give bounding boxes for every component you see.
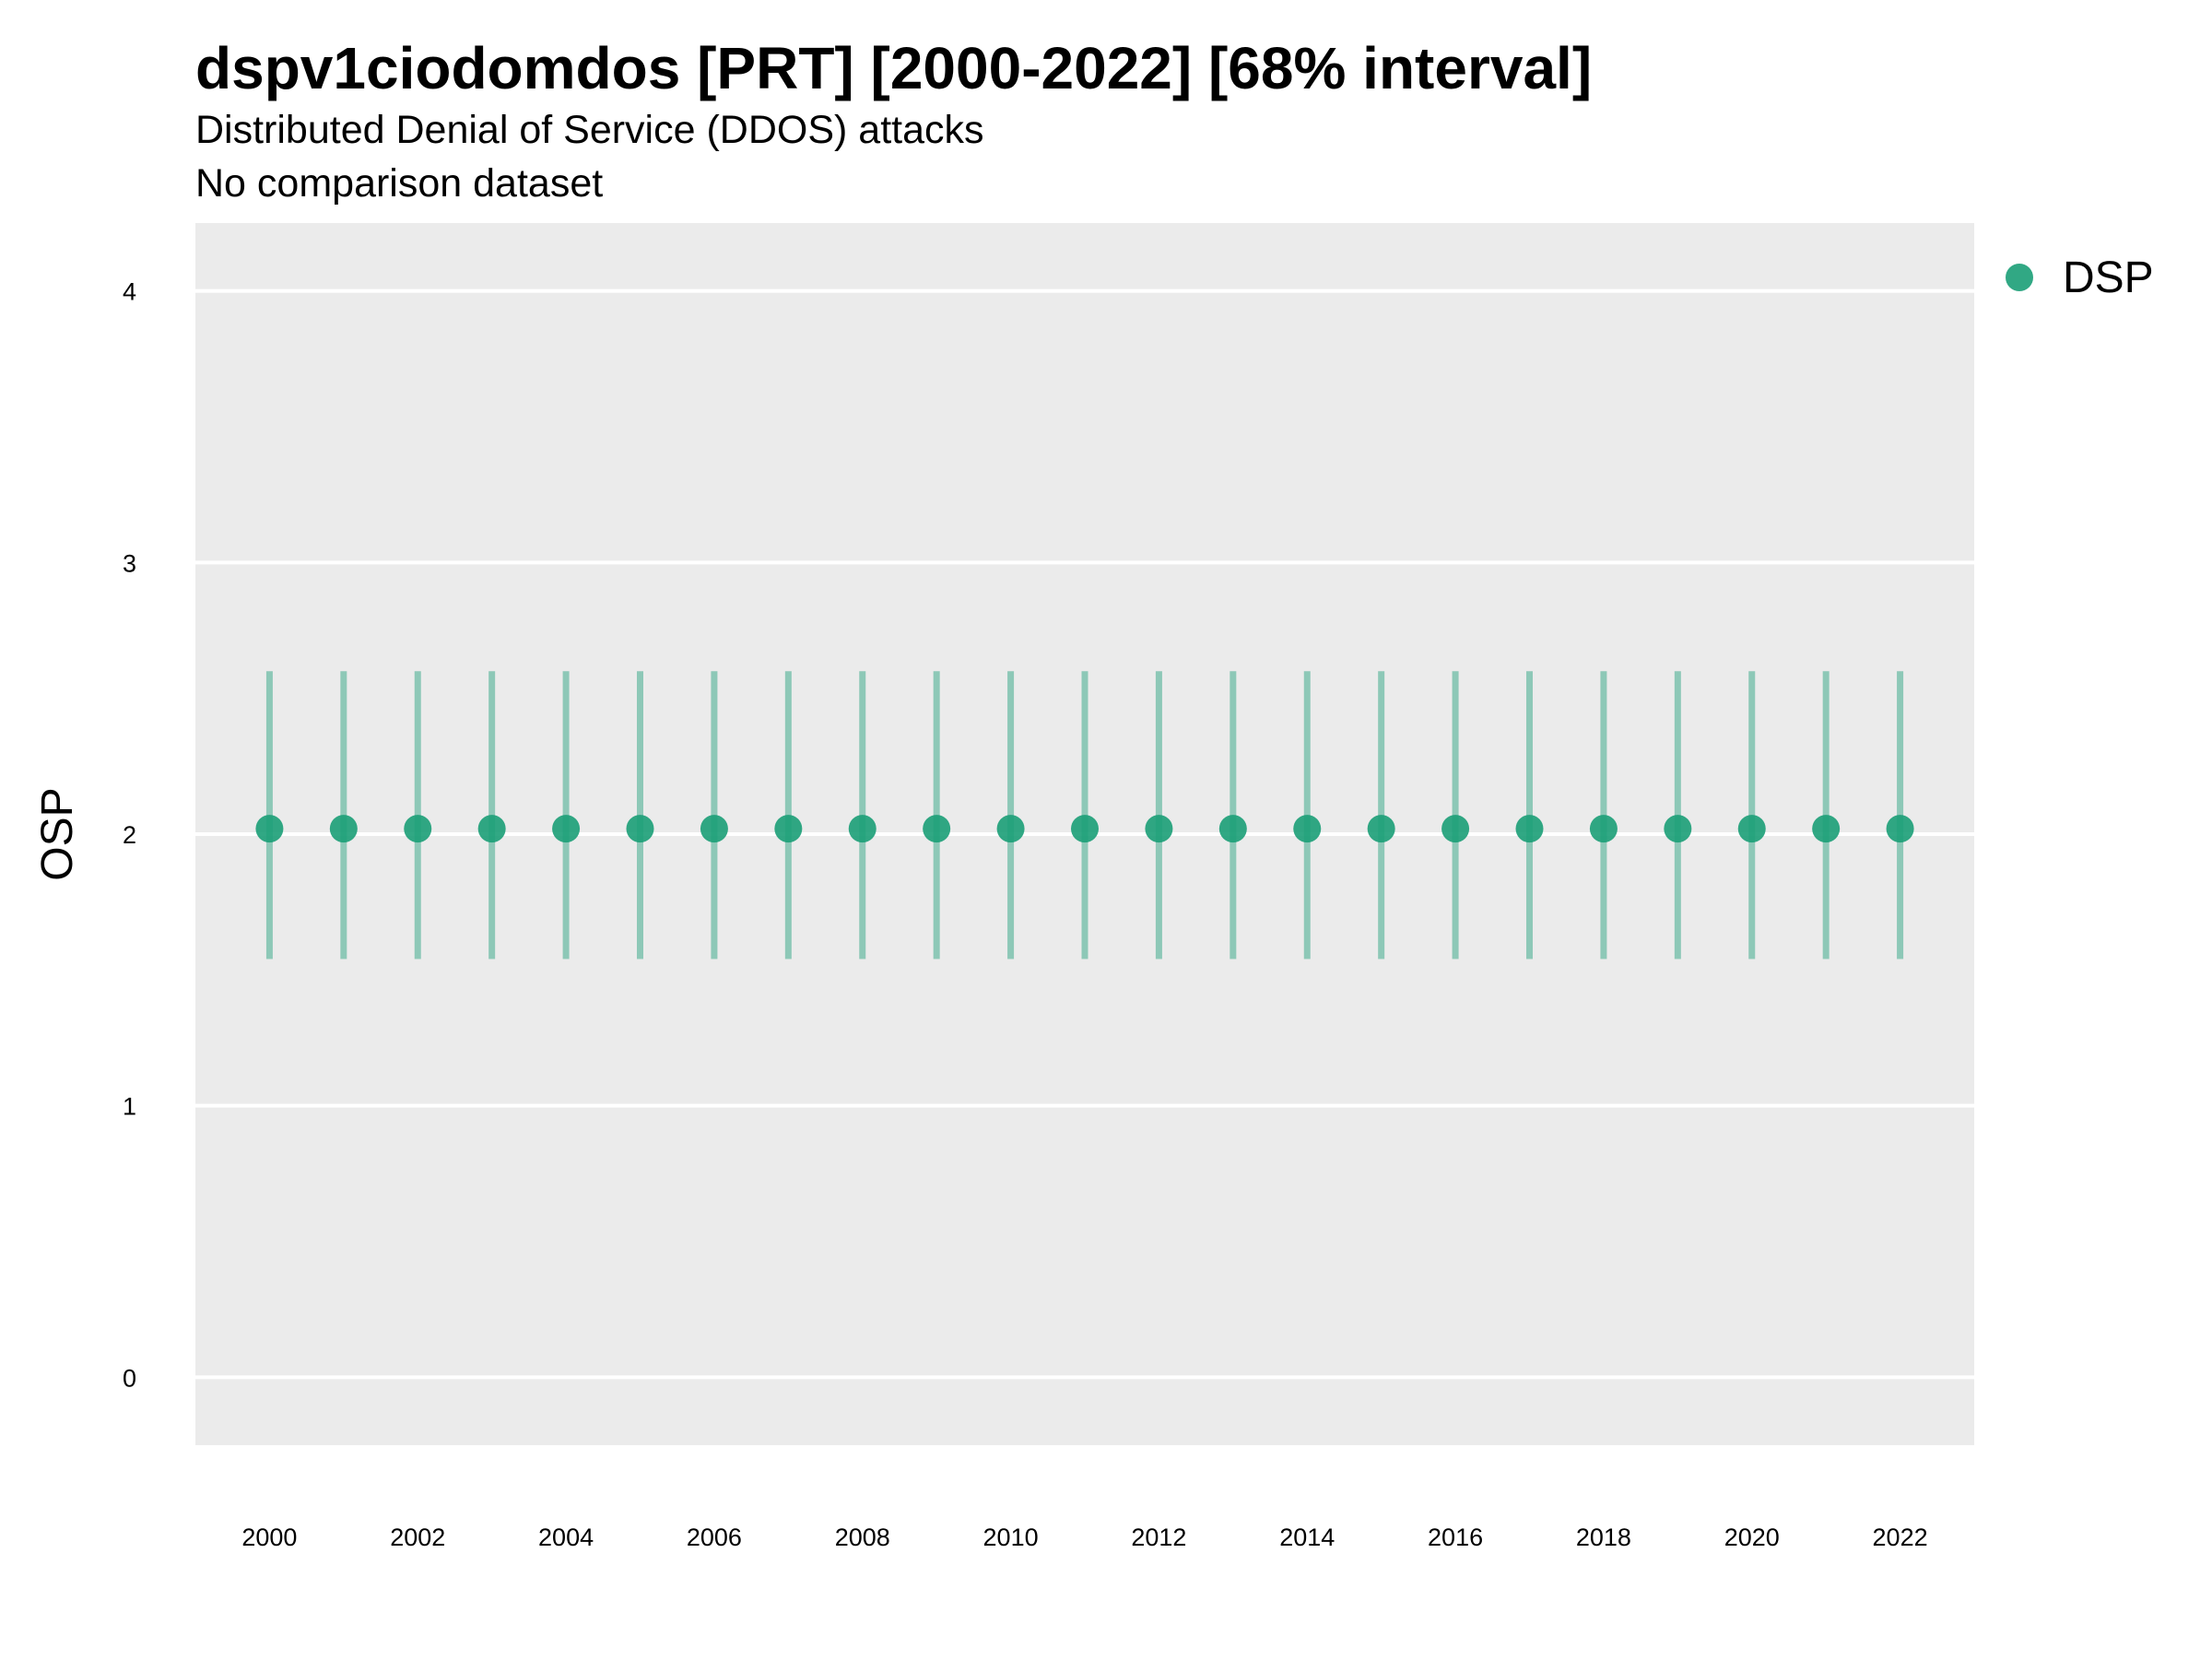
x-tick-label-2022: 2022	[1873, 1524, 1928, 1551]
x-tick-label-2010: 2010	[983, 1524, 1039, 1551]
y-tick-labels: 0 1 2 3 4	[123, 278, 136, 1393]
y-tick-label-3: 3	[123, 549, 136, 577]
chart-title: dspv1ciodomdos [PRT] [2000-2022] [68% in…	[195, 35, 1592, 101]
data-point-2018	[1589, 815, 1618, 843]
x-tick-label-2006: 2006	[687, 1524, 742, 1551]
data-point-2008	[848, 815, 877, 843]
data-point-2014	[1293, 815, 1322, 843]
data-point-2022	[1886, 815, 1914, 843]
data-point-2021	[1812, 815, 1841, 843]
x-tick-label-2000: 2000	[241, 1524, 297, 1551]
x-tick-label-2002: 2002	[390, 1524, 445, 1551]
y-tick-label-0: 0	[123, 1364, 136, 1392]
x-tick-labels: 2000 2002 2004 2006 2008 2010 2012 2014 2016 2018…	[241, 1524, 1927, 1551]
x-tick-label-2004: 2004	[538, 1524, 594, 1551]
data-point-2011	[1071, 815, 1099, 843]
legend-label-dsp: DSP	[2063, 253, 2154, 302]
data-point-2013	[1218, 815, 1247, 843]
data-point-2004	[552, 815, 581, 843]
data-point-2001	[329, 815, 358, 843]
data-point-2003	[477, 815, 506, 843]
x-tick-label-2014: 2014	[1279, 1524, 1335, 1551]
data-point-2010	[996, 815, 1025, 843]
x-tick-label-2020: 2020	[1724, 1524, 1780, 1551]
data-point-2009	[923, 815, 951, 843]
chart-subtitle: Distributed Denial of Service (DDOS) att…	[195, 108, 984, 152]
chart-caption-line: No comparison dataset	[195, 161, 603, 206]
data-point-2015	[1367, 815, 1395, 843]
x-tick-label-2008: 2008	[835, 1524, 890, 1551]
data-point-2012	[1145, 815, 1173, 843]
x-tick-label-2018: 2018	[1576, 1524, 1631, 1551]
data-point-2017	[1515, 815, 1544, 843]
data-point-2019	[1664, 815, 1692, 843]
y-tick-label-4: 4	[123, 278, 136, 306]
x-tick-label-2016: 2016	[1428, 1524, 1483, 1551]
data-point-2002	[404, 815, 432, 843]
x-tick-label-2012: 2012	[1131, 1524, 1186, 1551]
data-point-2016	[1441, 815, 1470, 843]
legend-swatch-dsp	[2006, 264, 2033, 291]
data-point-2007	[774, 815, 803, 843]
data-point-2020	[1737, 815, 1766, 843]
data-point-2006	[700, 815, 728, 843]
y-tick-label-2: 2	[123, 821, 136, 849]
y-axis-title: OSP	[33, 787, 82, 880]
legend: DSP	[2006, 253, 2154, 302]
data-point-2005	[626, 815, 654, 843]
y-tick-label-1: 1	[123, 1093, 136, 1121]
data-point-2000	[255, 815, 284, 843]
data-points	[255, 815, 1914, 843]
